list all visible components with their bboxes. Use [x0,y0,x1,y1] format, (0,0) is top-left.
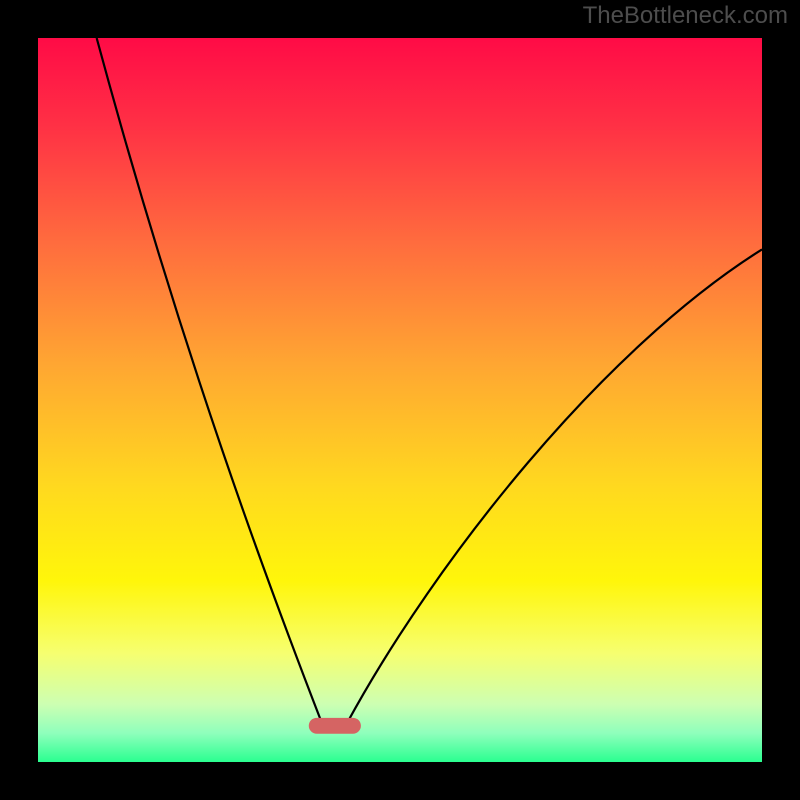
bottleneck-chart [0,0,800,800]
chart-container: TheBottleneck.com [0,0,800,800]
watermark-text: TheBottleneck.com [581,0,800,32]
cusp-marker [309,718,361,734]
plot-area [38,38,762,762]
